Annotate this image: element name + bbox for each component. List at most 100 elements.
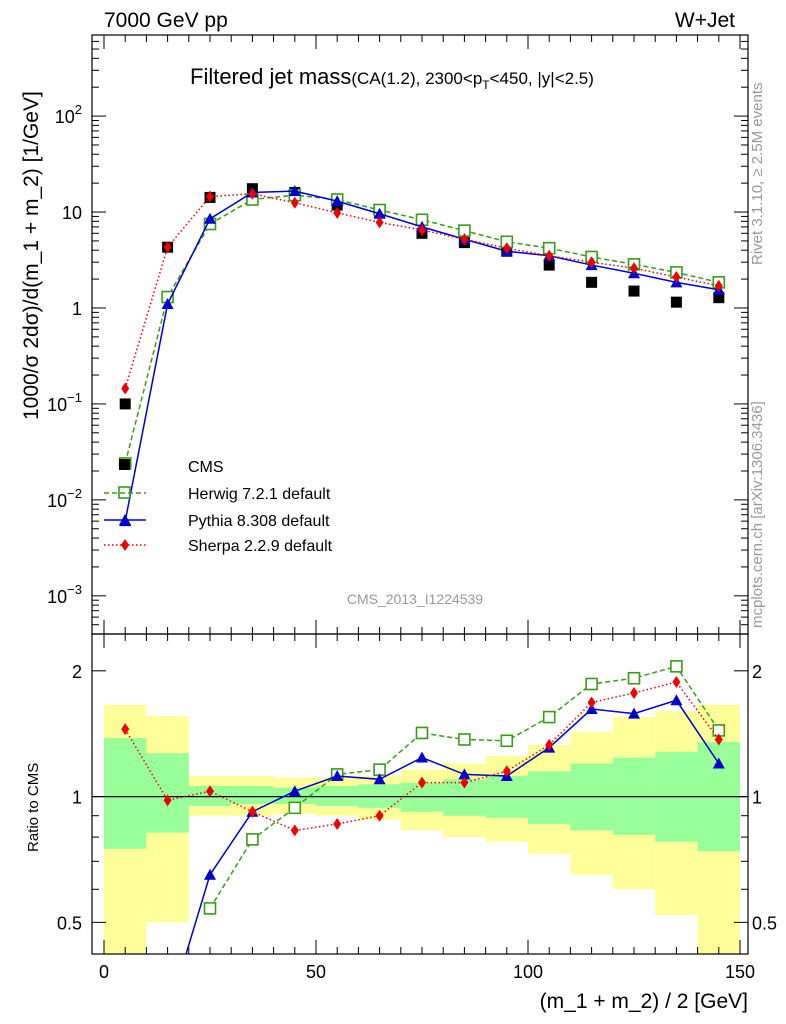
legend-marker-herwig <box>118 486 131 499</box>
main-point-cms <box>586 276 598 288</box>
ratio-y-axis-title: Ratio to CMS <box>25 763 42 852</box>
ratio-point-sherpa <box>375 809 384 822</box>
ratio-point-sherpa <box>333 817 342 830</box>
main-point-pythia <box>204 212 216 224</box>
legend-label-pythia: Pythia 8.308 default <box>188 513 330 530</box>
legend: CMS Herwig 7.2.1 default Pythia 8.308 de… <box>104 459 333 555</box>
title-main: Filtered jet mass <box>190 64 351 89</box>
ratio-point-herwig <box>288 801 302 815</box>
main-point-pythia <box>288 185 301 197</box>
main-point-sherpa <box>630 262 638 275</box>
legend-label-cms: CMS <box>188 459 224 476</box>
main-point-sherpa <box>375 216 384 229</box>
main-point-pythia <box>331 195 344 207</box>
main-y-tick-label: 102 <box>55 102 82 127</box>
x-tick-label: 50 <box>306 962 326 982</box>
legend-marker-pythia <box>119 514 131 525</box>
band-inner-bin <box>104 738 147 849</box>
ratio-point-pythia <box>416 751 428 763</box>
ratio-point-sherpa <box>290 824 299 837</box>
x-tick-label: 150 <box>725 962 755 982</box>
ratio-y-tick-label-right: 0.5 <box>752 913 777 933</box>
main-point-sherpa <box>587 256 596 269</box>
legend-label-sherpa: Sherpa 2.2.9 default <box>188 538 333 555</box>
ratio-series <box>121 660 726 954</box>
ratio-point-sherpa <box>460 776 469 789</box>
ratio-y-tick-label: 1 <box>72 788 82 808</box>
main-point-sherpa <box>418 223 426 236</box>
main-point-sherpa <box>206 190 214 203</box>
ratio-point-sherpa <box>248 805 257 818</box>
band-inner-bin <box>146 753 189 833</box>
ratio-point-pythia <box>670 694 683 706</box>
title-sub-subscript: T <box>482 78 490 92</box>
ratio-point-sherpa <box>672 676 681 689</box>
main-y-tick-label: 10−1 <box>47 390 82 415</box>
title-sub-tail: <450, |y|<2.5) <box>490 69 594 88</box>
ratio-point-pythia <box>628 707 640 719</box>
band-inner-bin <box>316 786 359 806</box>
main-y-tick-label: 10−2 <box>47 486 82 511</box>
main-point-sherpa <box>502 242 511 255</box>
main-point-sherpa <box>248 187 257 200</box>
main-point-cms <box>628 285 640 297</box>
ratio-line-pythia <box>185 699 720 954</box>
ratio-point-herwig <box>203 902 217 915</box>
ratio-y-tick-label: 0.5 <box>57 913 82 933</box>
header-right-label: W+Jet <box>675 9 735 32</box>
mcplots-label: mcplots.cern.ch [arXiv:1306.3436] <box>749 401 766 628</box>
main-point-cms <box>713 292 725 304</box>
ratio-point-pythia <box>712 757 725 769</box>
ratio-point-pythia <box>373 773 386 785</box>
ratio-point-herwig <box>500 734 514 748</box>
x-axis-title: (m_1 + m_2) / 2 [GeV] <box>540 990 748 1013</box>
main-point-sherpa <box>460 233 469 246</box>
ratio-y-tick-label-right: 2 <box>752 662 762 682</box>
main-point-sherpa <box>163 241 172 254</box>
main-panel: 10−3 10−2 10−1 1 10 102 <box>47 34 749 635</box>
ratio-point-sherpa <box>714 733 723 746</box>
main-y-axis-title: 1000/σ 2dσ)/d(m_1 + m_2) [1/GeV] <box>20 91 43 420</box>
ratio-point-sherpa <box>545 738 554 751</box>
ratio-panel: 0 50 100 150 0.5 0.5 1 1 2 2 <box>57 633 777 982</box>
main-point-sherpa <box>121 382 130 395</box>
x-tick-label: 100 <box>513 962 543 982</box>
band-inner-bin <box>528 771 571 824</box>
ratio-y-tick-label: 2 <box>72 662 82 682</box>
main-point-pythia <box>161 298 174 310</box>
main-point-sherpa <box>672 271 681 284</box>
ratio-point-sherpa <box>121 723 130 736</box>
ratio-point-pythia <box>204 868 216 880</box>
ratio-y-tick-label-right: 1 <box>752 788 762 808</box>
legend-marker-cms <box>119 459 130 470</box>
band-inner-bin <box>231 786 274 805</box>
main-y-tick-label: 10 <box>62 203 82 223</box>
ratio-point-sherpa <box>587 696 596 709</box>
rivet-label: Rivet 3.1.10, ≥ 2.5M events <box>749 83 766 266</box>
ratio-frame <box>91 633 749 955</box>
ratio-point-sherpa <box>163 794 172 807</box>
ratio-point-pythia <box>331 770 344 782</box>
main-line-herwig <box>124 194 719 464</box>
main-point-sherpa <box>545 249 554 262</box>
ratio-line-sherpa <box>124 681 720 832</box>
ratio-point-sherpa <box>206 785 214 798</box>
legend-marker-sherpa <box>121 539 129 551</box>
ratio-point-herwig <box>246 833 259 846</box>
ratio-point-herwig <box>627 671 641 685</box>
ratio-point-herwig <box>542 710 556 724</box>
analysis-watermark: CMS_2013_I1224539 <box>347 591 483 607</box>
main-point-cms <box>670 296 682 308</box>
main-point-pythia <box>373 207 386 219</box>
ratio-point-sherpa <box>418 776 426 789</box>
main-point-sherpa <box>714 279 723 292</box>
main-point-cms <box>119 398 131 410</box>
ratio-point-sherpa <box>630 686 638 699</box>
header-left-label: 7000 GeV pp <box>104 9 228 32</box>
plot-title: Filtered jet mass(CA(1.2), 2300<pT<450, … <box>190 64 594 92</box>
legend-label-herwig: Herwig 7.2.1 default <box>188 486 331 503</box>
ratio-point-herwig <box>458 733 471 746</box>
ratio-point-sherpa <box>502 765 511 778</box>
ratio-point-pythia <box>288 785 301 797</box>
